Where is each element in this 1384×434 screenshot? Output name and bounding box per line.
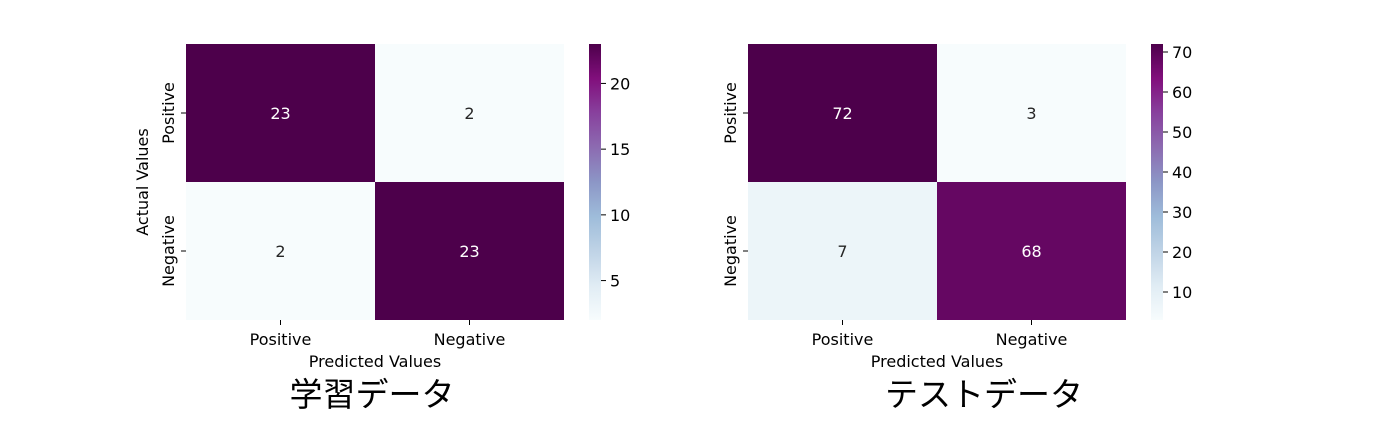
heatmap-cell (186, 44, 375, 182)
heatmap-cell (748, 44, 937, 182)
heatmap-cell (937, 182, 1126, 320)
colorbar-tick-label: 60 (1172, 83, 1192, 102)
colorbar (589, 44, 601, 320)
x-tick-label: Negative (434, 330, 506, 349)
colorbar-tick-label: 5 (610, 272, 620, 291)
x-tick-label: Positive (250, 330, 312, 349)
y-tick-label: Negative (721, 215, 740, 287)
train-caption: 学習データ (289, 375, 455, 414)
colorbar-tick-label: 30 (1172, 203, 1192, 222)
colorbar-tick-label: 10 (610, 206, 630, 225)
x-tick-label: Positive (812, 330, 874, 349)
cell-value-label: 7 (837, 242, 847, 261)
colorbar-tick-label: 70 (1172, 43, 1192, 62)
colorbar-tick-label: 20 (610, 74, 630, 93)
colorbar-tick-label: 50 (1172, 123, 1192, 142)
heatmap-cell (375, 44, 564, 182)
y-tick-label: Negative (159, 215, 178, 287)
x-axis-title: Predicted Values (309, 352, 441, 371)
cell-value-label: 2 (275, 242, 285, 261)
colorbar-tick-label: 10 (1172, 283, 1192, 302)
x-axis-title: Predicted Values (871, 352, 1003, 371)
x-tick-label: Negative (996, 330, 1068, 349)
colorbar-tick-label: 15 (610, 140, 630, 159)
heatmap-cell (937, 44, 1126, 182)
heatmap-cell (748, 182, 937, 320)
cell-value-label: 2 (464, 104, 474, 123)
colorbar-tick-label: 40 (1172, 163, 1192, 182)
cell-value-label: 23 (270, 104, 290, 123)
heatmap-cell (186, 182, 375, 320)
colorbar (1151, 44, 1163, 320)
y-tick-label: Positive (721, 82, 740, 144)
cell-value-label: 23 (459, 242, 479, 261)
cell-value-label: 3 (1026, 104, 1036, 123)
colorbar-tick-label: 20 (1172, 243, 1192, 262)
test-caption: テストデータ (885, 375, 1083, 414)
cell-value-label: 72 (832, 104, 852, 123)
cell-value-label: 68 (1021, 242, 1041, 261)
test-confusion-matrix: 72 3 7 68 Positive Negative Positive Negative Pr… (721, 43, 1192, 371)
y-tick-label: Positive (159, 82, 178, 144)
heatmap-cell (375, 182, 564, 320)
train-confusion-matrix: 23 2 2 23 Positive Negative Positive Negative Pr… (133, 44, 630, 371)
y-axis-title: Actual Values (133, 128, 152, 235)
